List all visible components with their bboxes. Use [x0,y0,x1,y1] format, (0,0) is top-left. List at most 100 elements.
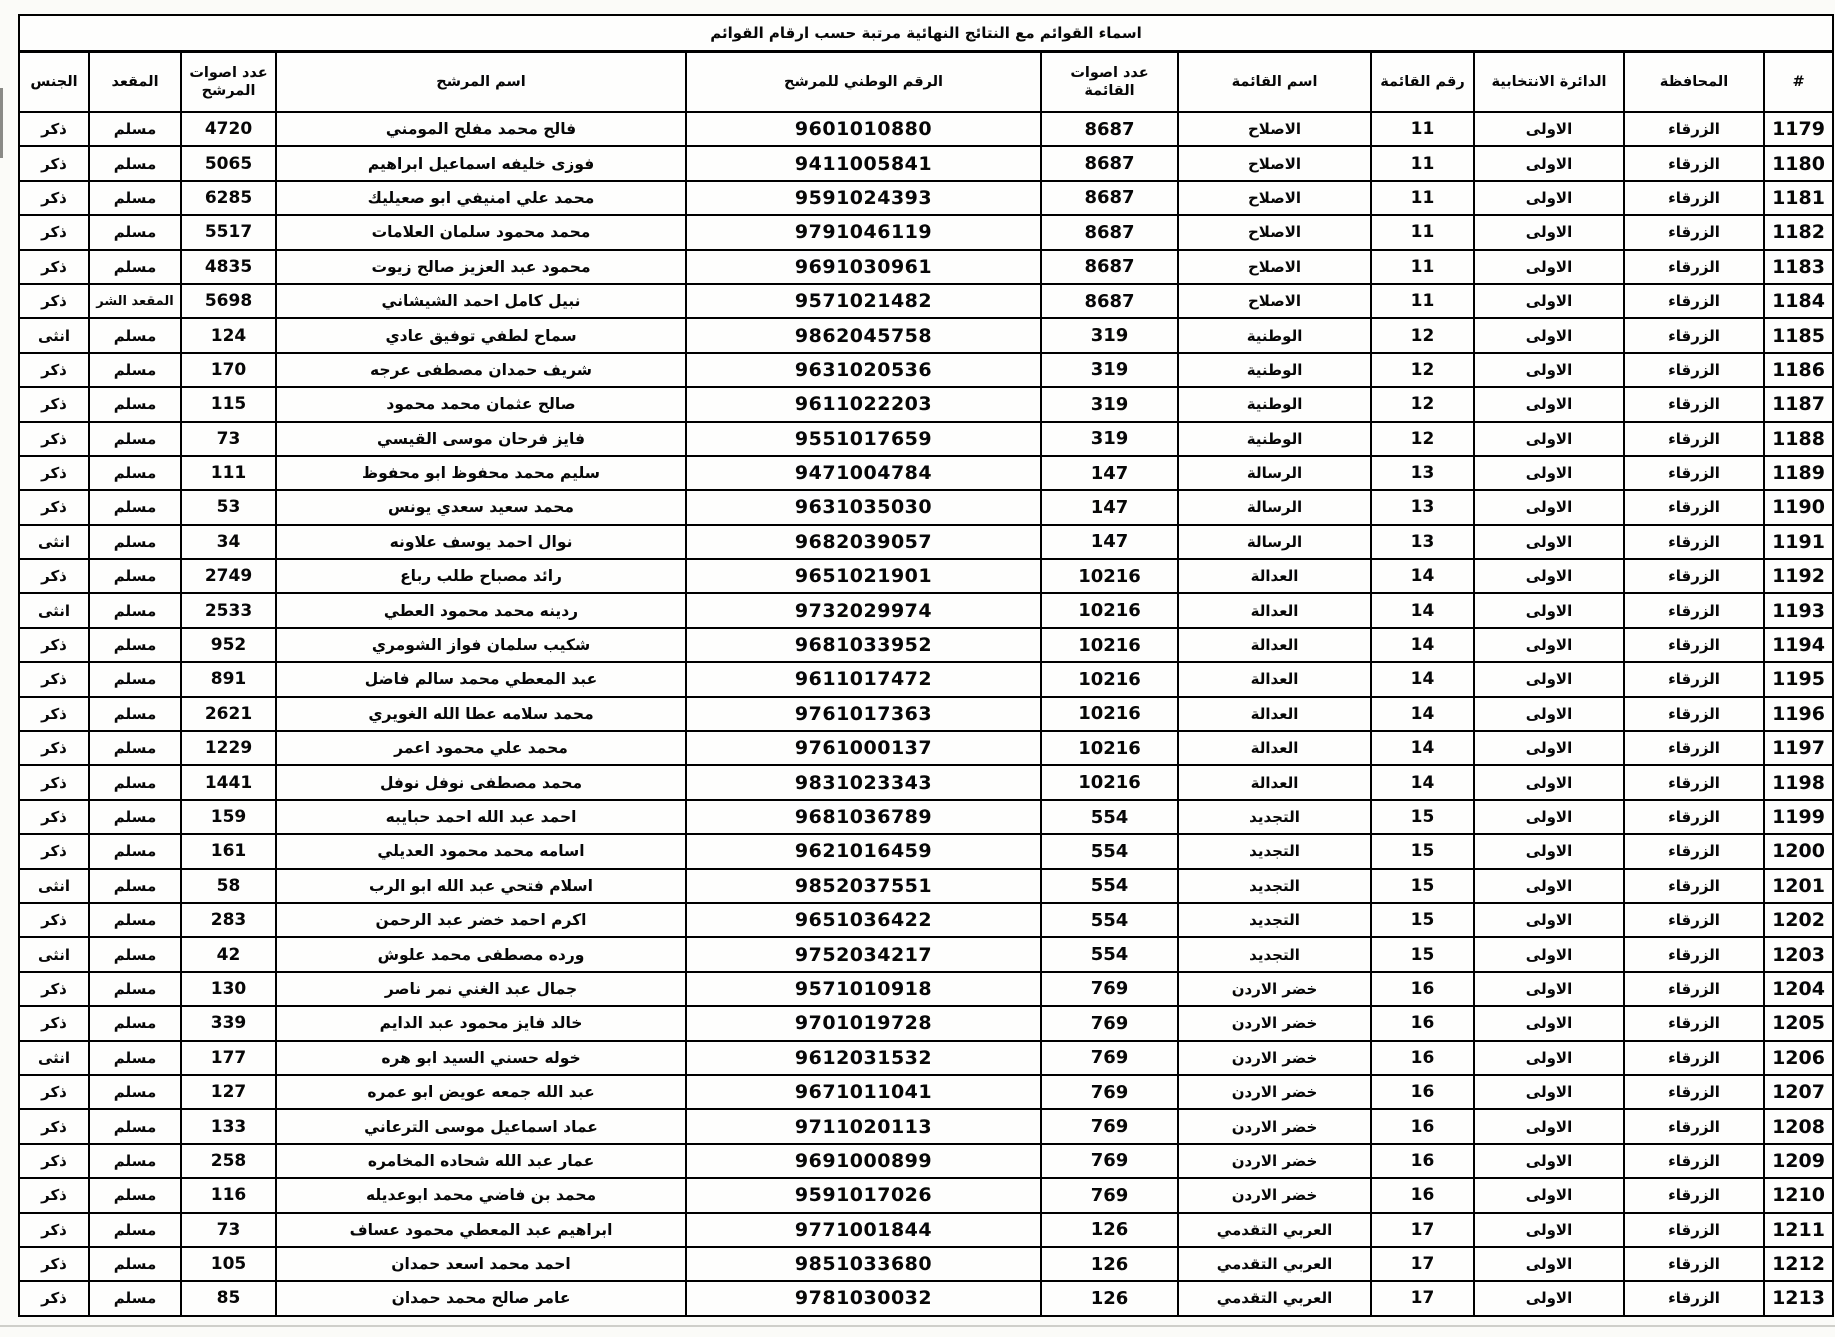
cell-candidate_name: خالد فايز محمود عبد الدايم [275,1005,688,1042]
cell-num: 1182 [1763,214,1835,251]
cell-governorate: الزرقاء [1623,798,1766,836]
column-header-governorate: المحافظة [1623,50,1766,113]
cell-district: الاولى [1473,936,1626,973]
cell-list_votes: 126 [1040,1245,1180,1283]
cell-gender: ذكر [17,420,91,457]
cell-candidate_name: نوال احمد يوسف علاونه [275,523,688,561]
cell-district: الاولى [1473,970,1626,1008]
cell-gender: انثى [17,1039,91,1076]
cell-list_name: الوطنية [1177,386,1373,423]
cell-gender: ذكر [17,1211,91,1248]
cell-num: 1191 [1763,523,1835,561]
cell-national_id: 9701019728 [685,1005,1043,1042]
cell-seat: مسلم [88,626,183,664]
table-row: 1189 الزرقاء الاولى 13 الرسالة 147 9471004784 س… [17,454,1835,492]
title-row: اسماء القوائم مع النتائج النهائية مرتبة … [17,14,1835,53]
cell-list_votes: 8687 [1040,248,1180,285]
cell-national_id: 9471004784 [685,454,1043,492]
cell-district: الاولى [1473,661,1626,698]
cell-seat: مسلم [88,833,183,870]
cell-seat: مسلم [88,970,183,1008]
cell-num: 1189 [1763,454,1835,492]
table-row: 1208 الزرقاء الاولى 16 خضر الاردن 769 97110201… [17,1108,1835,1145]
cell-national_id: 9831023343 [685,764,1043,801]
cell-list_votes: 319 [1040,386,1180,423]
cell-seat: مسلم [88,695,183,733]
cell-candidate_name: محمد سلامه عطا الله الغويري [275,695,688,733]
cell-governorate: الزرقاء [1623,867,1766,904]
cell-district: الاولى [1473,764,1626,801]
cell-gender: ذكر [17,386,91,423]
cell-list_votes: 554 [1040,901,1180,939]
cell-district: الاولى [1473,282,1626,320]
column-header-gender: الجنس [17,50,91,113]
table-row: 1210 الزرقاء الاولى 16 خضر الاردن 769 95910170… [17,1177,1835,1214]
cell-list_name: العدالة [1177,730,1373,767]
cell-num: 1196 [1763,695,1835,733]
cell-list_name: العدالة [1177,626,1373,664]
cell-gender: ذكر [17,1005,91,1042]
cell-num: 1187 [1763,386,1835,423]
cell-candidate_name: جمال عبد الغني نمر ناصر [275,970,688,1008]
cell-list_name: خضر الاردن [1177,970,1373,1008]
column-header-list_votes: عدد اصوات القائمة [1040,50,1180,113]
cell-candidate_name: خوله حسني السيد ابو هره [275,1039,688,1076]
cell-seat: مسلم [88,1039,183,1076]
cell-gender: انثى [17,523,91,561]
cell-gender: ذكر [17,454,91,492]
cell-national_id: 9752034217 [685,936,1043,973]
cell-candidate_name: محمد مصطفى نوفل نوفل [275,764,688,801]
cell-num: 1181 [1763,179,1835,217]
cell-seat: مسلم [88,1108,183,1145]
cell-governorate: الزرقاء [1623,1211,1766,1248]
cell-candidate_name: سماح لطفي توفيق عادي [275,317,688,354]
cell-district: الاولى [1473,867,1626,904]
column-header-row: # المحافظة الدائرة الانتخابية رقم القائمة اس… [17,50,1835,113]
cell-list_votes: 8687 [1040,282,1180,320]
cell-candidate_votes: 1441 [180,764,278,801]
cell-candidate_votes: 116 [180,1177,278,1214]
cell-district: الاولى [1473,386,1626,423]
cell-list_number: 13 [1370,523,1476,561]
cell-list_number: 12 [1370,351,1476,389]
cell-gender: ذكر [17,110,91,148]
cell-national_id: 9781030032 [685,1280,1043,1317]
cell-list_name: خضر الاردن [1177,1108,1373,1145]
cell-candidate_name: صالح عثمان محمد محمود [275,386,688,423]
cell-list_number: 11 [1370,282,1476,320]
cell-candidate_name: عمار عبد الله شحاده المخامره [275,1142,688,1180]
cell-national_id: 9651036422 [685,901,1043,939]
cell-list_votes: 147 [1040,454,1180,492]
cell-candidate_votes: 34 [180,523,278,561]
cell-district: الاولى [1473,1108,1626,1145]
cell-national_id: 9611017472 [685,661,1043,698]
cell-governorate: الزرقاء [1623,454,1766,492]
table-row: 1185 الزرقاء الاولى 12 الوطنية 319 9862045758 س… [17,317,1835,354]
cell-list_name: التجديد [1177,798,1373,836]
cell-num: 1212 [1763,1245,1835,1283]
cell-candidate_votes: 2533 [180,592,278,629]
cell-num: 1186 [1763,351,1835,389]
column-header-list_name: اسم القائمة [1177,50,1373,113]
cell-national_id: 9682039057 [685,523,1043,561]
cell-district: الاولى [1473,1177,1626,1214]
cell-list_votes: 769 [1040,1108,1180,1145]
scan-bottom-artifact [0,1325,1835,1327]
cell-seat: مسلم [88,661,183,698]
table-row: 1190 الزرقاء الاولى 13 الرسالة 147 9631035030 م… [17,489,1835,526]
cell-district: الاولى [1473,317,1626,354]
cell-district: الاولى [1473,351,1626,389]
cell-seat: مسلم [88,798,183,836]
cell-national_id: 9681036789 [685,798,1043,836]
cell-num: 1210 [1763,1177,1835,1214]
cell-list_votes: 147 [1040,523,1180,561]
cell-governorate: الزرقاء [1623,420,1766,457]
cell-num: 1208 [1763,1108,1835,1145]
cell-list_name: الاصلاح [1177,145,1373,182]
cell-list_number: 11 [1370,110,1476,148]
cell-list_votes: 769 [1040,1177,1180,1214]
cell-num: 1193 [1763,592,1835,629]
cell-list_number: 15 [1370,901,1476,939]
cell-candidate_name: نبيل كامل احمد الشيشاني [275,282,688,320]
cell-district: الاولى [1473,730,1626,767]
